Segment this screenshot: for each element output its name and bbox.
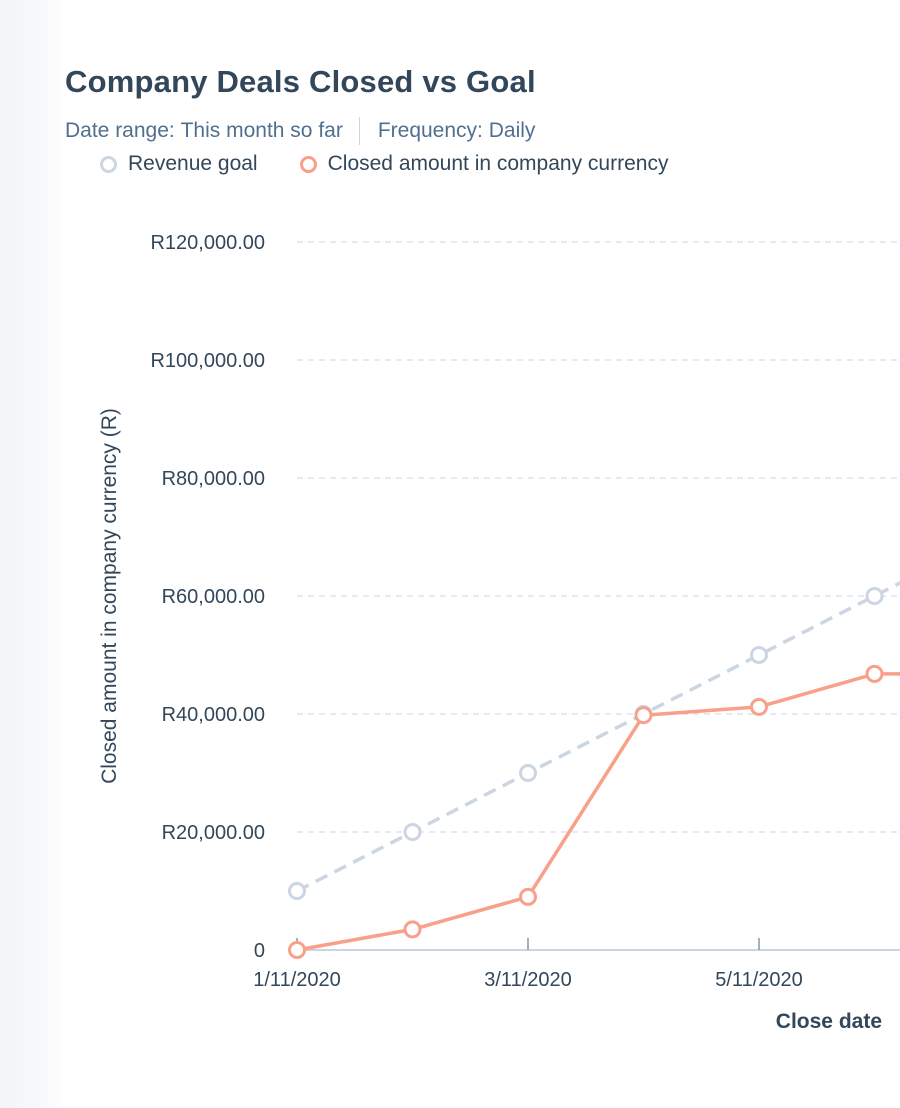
x-axis-title: Close date: [776, 1010, 882, 1033]
y-tick-label: R100,000.00: [150, 350, 265, 372]
data-point-revenue-goal[interactable]: [519, 764, 537, 782]
chart-title: Company Deals Closed vs Goal: [65, 64, 536, 99]
series-line-closed-amount: [296, 672, 900, 952]
report-meta: Date range: This month so far Frequency:…: [65, 117, 535, 145]
data-point-closed-amount[interactable]: [403, 920, 422, 939]
legend-label-revenue-goal: Revenue goal: [128, 152, 258, 175]
x-tick-label: 3/11/2020: [484, 969, 572, 991]
x-axis: 1/11/2020 3/11/2020 5/11/2020: [253, 938, 900, 991]
data-point-closed-amount[interactable]: [865, 664, 884, 683]
legend-item-closed-amount[interactable]: Closed amount in company currency: [299, 152, 669, 176]
chart-legend: Revenue goal Closed amount in company cu…: [100, 152, 710, 176]
data-point-closed-amount[interactable]: [519, 887, 537, 906]
legend-marker-icon: [100, 155, 117, 173]
series-lines: [296, 581, 900, 952]
x-tick-label: 5/11/2020: [715, 969, 803, 991]
data-point-revenue-goal[interactable]: [288, 882, 306, 900]
y-tick-label: R120,000.00: [150, 232, 265, 254]
frequency-value: Daily: [488, 119, 536, 142]
y-tick-label: 0: [254, 940, 265, 962]
y-tick-label: R80,000.00: [162, 468, 265, 490]
legend-marker-icon: [299, 155, 317, 173]
date-range-value: This month so far: [180, 119, 343, 142]
data-point-closed-amount[interactable]: [288, 941, 306, 959]
y-tick-label: R20,000.00: [162, 822, 265, 844]
y-tick-label: R40,000.00: [162, 704, 265, 726]
meta-divider: [358, 117, 360, 145]
data-point-revenue-goal[interactable]: [750, 646, 768, 664]
data-point-closed-amount[interactable]: [634, 706, 653, 725]
y-axis: 0 R20,000.00 R40,000.00 R60,000.00 R80,000.0…: [150, 232, 265, 962]
frequency-label: Frequency:: [377, 119, 483, 142]
data-point-closed-amount[interactable]: [750, 697, 768, 716]
grid-lines: [297, 241, 900, 833]
legend-label-closed-amount: Closed amount in company currency: [327, 152, 669, 175]
date-range-label: Date range:: [65, 119, 175, 142]
y-tick-label: R60,000.00: [162, 586, 265, 608]
series-points: [288, 587, 884, 959]
data-point-revenue-goal[interactable]: [865, 587, 884, 605]
legend-item-revenue-goal[interactable]: Revenue goal: [100, 152, 258, 176]
y-axis-title: Closed amount in company currency (R): [98, 408, 121, 784]
data-point-revenue-goal[interactable]: [403, 823, 422, 841]
x-tick-label: 1/11/2020: [253, 969, 341, 991]
